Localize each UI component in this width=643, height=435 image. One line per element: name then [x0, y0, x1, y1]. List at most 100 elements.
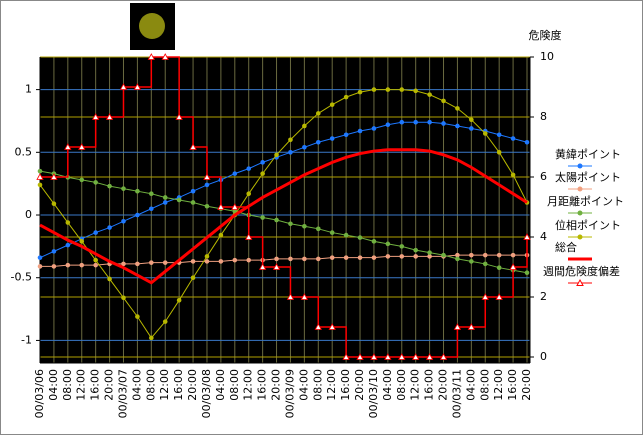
point: [524, 270, 530, 276]
x-tick-label: 08:00: [311, 369, 324, 401]
point: [510, 172, 516, 178]
point: [343, 255, 349, 260]
x-tick-label: 04:00: [464, 369, 477, 401]
x-tick-label: 20:00: [270, 369, 283, 401]
point: [258, 263, 267, 270]
point: [441, 252, 446, 258]
point: [441, 121, 446, 126]
point: [274, 217, 279, 223]
point: [272, 263, 281, 270]
x-tick-label: 12:00: [75, 369, 88, 401]
x-tick-label: 20:00: [103, 369, 116, 401]
point: [357, 235, 363, 240]
series-line: [39, 89, 528, 339]
point: [190, 275, 196, 281]
point: [36, 173, 44, 180]
legend-label: 月距離ポイント: [547, 194, 624, 208]
x-tick-label: 12:00: [242, 369, 255, 401]
point: [329, 136, 335, 141]
x-tick-label: 00/03/08: [200, 369, 213, 418]
point: [315, 256, 321, 262]
point: [79, 177, 85, 183]
point: [315, 226, 321, 232]
point: [413, 119, 418, 125]
point: [413, 254, 418, 259]
point: [356, 353, 364, 360]
y-tick-label: -0.5: [11, 271, 32, 284]
point: [315, 111, 321, 116]
point: [288, 150, 293, 155]
x-tick-label: 12:00: [325, 369, 338, 401]
x-tick-label: 04:00: [297, 369, 310, 401]
series-line: [39, 170, 528, 274]
point: [135, 188, 140, 194]
x-tick-label: 04:00: [214, 369, 227, 401]
point: [218, 232, 224, 238]
point: [496, 150, 502, 155]
point: [162, 195, 168, 200]
point: [246, 257, 252, 263]
point: [121, 218, 126, 224]
y2-tick-label: 2: [540, 290, 547, 303]
point: [217, 203, 225, 210]
point: [65, 242, 71, 248]
point: [78, 143, 86, 150]
point: [161, 53, 169, 60]
point: [51, 249, 57, 254]
series-line: [39, 121, 528, 259]
point: [371, 255, 377, 260]
point: [135, 212, 140, 218]
x-tick-label: 16:00: [339, 369, 352, 401]
legend-label: 黄緯ポイント: [555, 147, 621, 161]
point: [149, 335, 154, 341]
x-tick-label: 00/03/06: [33, 369, 46, 418]
point: [371, 87, 377, 92]
point: [79, 239, 85, 244]
point: [232, 171, 238, 176]
point: [495, 293, 503, 300]
x-tick-label: 16:00: [256, 369, 269, 401]
point: [510, 252, 516, 258]
point: [399, 119, 405, 125]
point: [510, 136, 516, 141]
point: [482, 131, 488, 136]
y-tick-label: 1: [25, 83, 32, 96]
point: [105, 113, 114, 120]
point: [329, 230, 335, 235]
point: [149, 260, 154, 265]
legend-marker: [577, 234, 583, 240]
point: [37, 255, 43, 260]
legend-marker: [577, 210, 583, 216]
point: [107, 225, 112, 230]
point: [314, 323, 322, 330]
point: [260, 160, 265, 165]
point: [385, 87, 391, 92]
point: [204, 203, 210, 209]
point: [204, 254, 210, 259]
point: [218, 259, 224, 264]
point: [384, 353, 392, 360]
point: [385, 254, 391, 259]
x-tick-label: 08:00: [61, 369, 74, 401]
point: [496, 252, 502, 258]
point: [469, 117, 474, 123]
x-tick-label: 04:00: [130, 369, 143, 401]
point: [482, 252, 488, 258]
point: [385, 241, 391, 247]
point: [288, 256, 293, 262]
y2-tick-label: 0: [540, 350, 547, 363]
point: [246, 166, 252, 171]
point: [107, 276, 112, 282]
point: [93, 257, 98, 263]
point: [496, 132, 502, 138]
legend-label: 位相ポイント: [555, 218, 621, 232]
point: [93, 262, 98, 268]
point: [357, 89, 363, 95]
point: [482, 261, 488, 267]
point: [413, 247, 418, 253]
point: [274, 256, 279, 262]
point: [133, 83, 142, 90]
point: [121, 261, 126, 267]
point: [286, 293, 295, 300]
moon-icon: [139, 13, 165, 39]
